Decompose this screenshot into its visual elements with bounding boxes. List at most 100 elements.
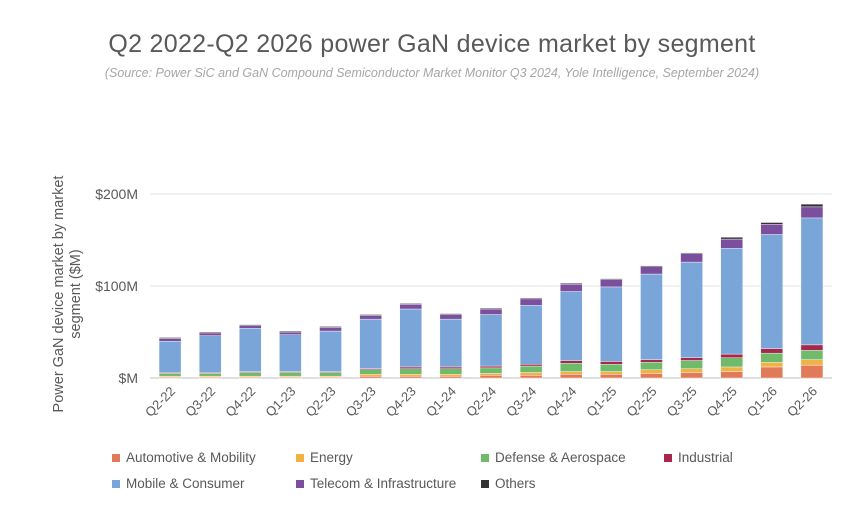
bar-segment (239, 324, 262, 326)
bar-segment (680, 253, 703, 263)
bar-segment (319, 327, 342, 332)
bar-segment (600, 286, 623, 362)
bar-segment (158, 341, 182, 373)
bar-segment (519, 365, 543, 373)
bar-segment (760, 366, 784, 379)
legend-item: Mobile & Consumer (112, 476, 245, 491)
bar-segment (198, 331, 222, 334)
bar-segment (479, 365, 503, 369)
bar-segment (399, 366, 422, 369)
legend-label: Automotive & Mobility (126, 450, 256, 465)
bar-segment (399, 375, 422, 379)
legend-swatch (481, 453, 489, 462)
legend-item: Industrial (664, 450, 733, 465)
bar-segment (279, 334, 302, 372)
x-tick-label: Q2-26 (784, 384, 820, 420)
y-tick-label: $M (119, 370, 138, 386)
bar-segment (399, 374, 422, 377)
x-tick-label: Q3-22 (182, 384, 218, 420)
bar-segment (359, 375, 382, 379)
bar-segment (439, 314, 463, 320)
bar-segment (560, 363, 583, 372)
bar-segment (560, 291, 583, 361)
bar-segment (720, 238, 743, 249)
bar-segment (800, 203, 824, 208)
bar-segment (439, 368, 463, 375)
bar-segment (680, 372, 703, 379)
bar-segment (760, 234, 784, 349)
bar-segment (359, 318, 382, 369)
bar-segment (158, 337, 182, 339)
y-tick-label: $100M (95, 278, 138, 294)
bar-segment (600, 371, 623, 375)
bar-segment (680, 360, 703, 369)
bar-segment (640, 362, 663, 370)
bar-segment (198, 373, 222, 377)
bar-segment (479, 307, 503, 310)
x-tick-label: Q2-24 (463, 384, 499, 420)
bar-segment (519, 298, 543, 306)
x-tick-label: Q3-23 (343, 384, 379, 420)
bar-segment (760, 348, 784, 354)
legend-item: Automotive & Mobility (112, 450, 256, 465)
x-tick-label: Q2-23 (302, 384, 338, 420)
bar-segment (519, 364, 543, 367)
bar-segment (479, 373, 503, 376)
legend-label: Defense & Aerospace (495, 450, 626, 465)
bar-segment (279, 372, 302, 377)
bar-segment (560, 283, 583, 285)
bar-segment (640, 369, 663, 374)
bar-segment (800, 217, 824, 346)
legend-item: Energy (296, 450, 353, 465)
bar-segment (720, 371, 743, 379)
bar-segment (439, 318, 463, 368)
bar-segment (158, 338, 182, 342)
bar-segment (399, 368, 422, 375)
bar-segment (640, 273, 663, 360)
legend-swatch (481, 479, 489, 488)
bar-segment (720, 357, 743, 368)
bar-segment (399, 303, 422, 305)
bar-segment (519, 375, 543, 379)
bar-segment (519, 372, 543, 376)
bar-segment (439, 375, 463, 379)
legend-label: Industrial (678, 450, 733, 465)
legend-swatch (296, 453, 304, 462)
bar-segment (198, 332, 222, 336)
bar-segment (519, 305, 543, 365)
x-tick-label: Q1-26 (744, 384, 780, 420)
bar-segment (720, 248, 743, 355)
bar-segment (760, 222, 784, 225)
x-tick-label: Q2-22 (142, 384, 178, 420)
bar-segment (680, 357, 703, 361)
bar-segment (640, 359, 663, 363)
bar-segment (720, 237, 743, 240)
bar-segment (479, 367, 503, 374)
chart-title: Q2 2022-Q2 2026 power GaN device market … (108, 30, 756, 58)
bar-segment (600, 364, 623, 372)
legend-swatch (112, 479, 120, 488)
bar-segment (680, 368, 703, 373)
legend-swatch (296, 479, 304, 488)
bar-segment (600, 278, 623, 280)
bar-segment (720, 366, 743, 372)
y-axis-label: Power GaN device market by marketsegment… (51, 176, 84, 413)
x-tick-label: Q4-22 (222, 384, 258, 420)
bar-segment (359, 315, 382, 320)
bar-segment (720, 353, 743, 358)
x-tick-label: Q1-23 (262, 384, 298, 420)
bar-segment (600, 361, 623, 365)
bar-segment (319, 330, 342, 372)
bar-segment (399, 308, 422, 368)
bar-segment (800, 364, 824, 379)
bar-segment (800, 359, 824, 366)
x-tick-label: Q1-24 (423, 384, 459, 420)
x-tick-label: Q2-25 (623, 384, 659, 420)
bar-segment (560, 374, 583, 379)
x-tick-label: Q3-25 (664, 384, 700, 420)
x-tick-label: Q3-24 (503, 384, 539, 420)
legend-label: Others (495, 476, 536, 491)
bar-segment (319, 372, 342, 377)
legend-item: Defense & Aerospace (481, 450, 626, 465)
